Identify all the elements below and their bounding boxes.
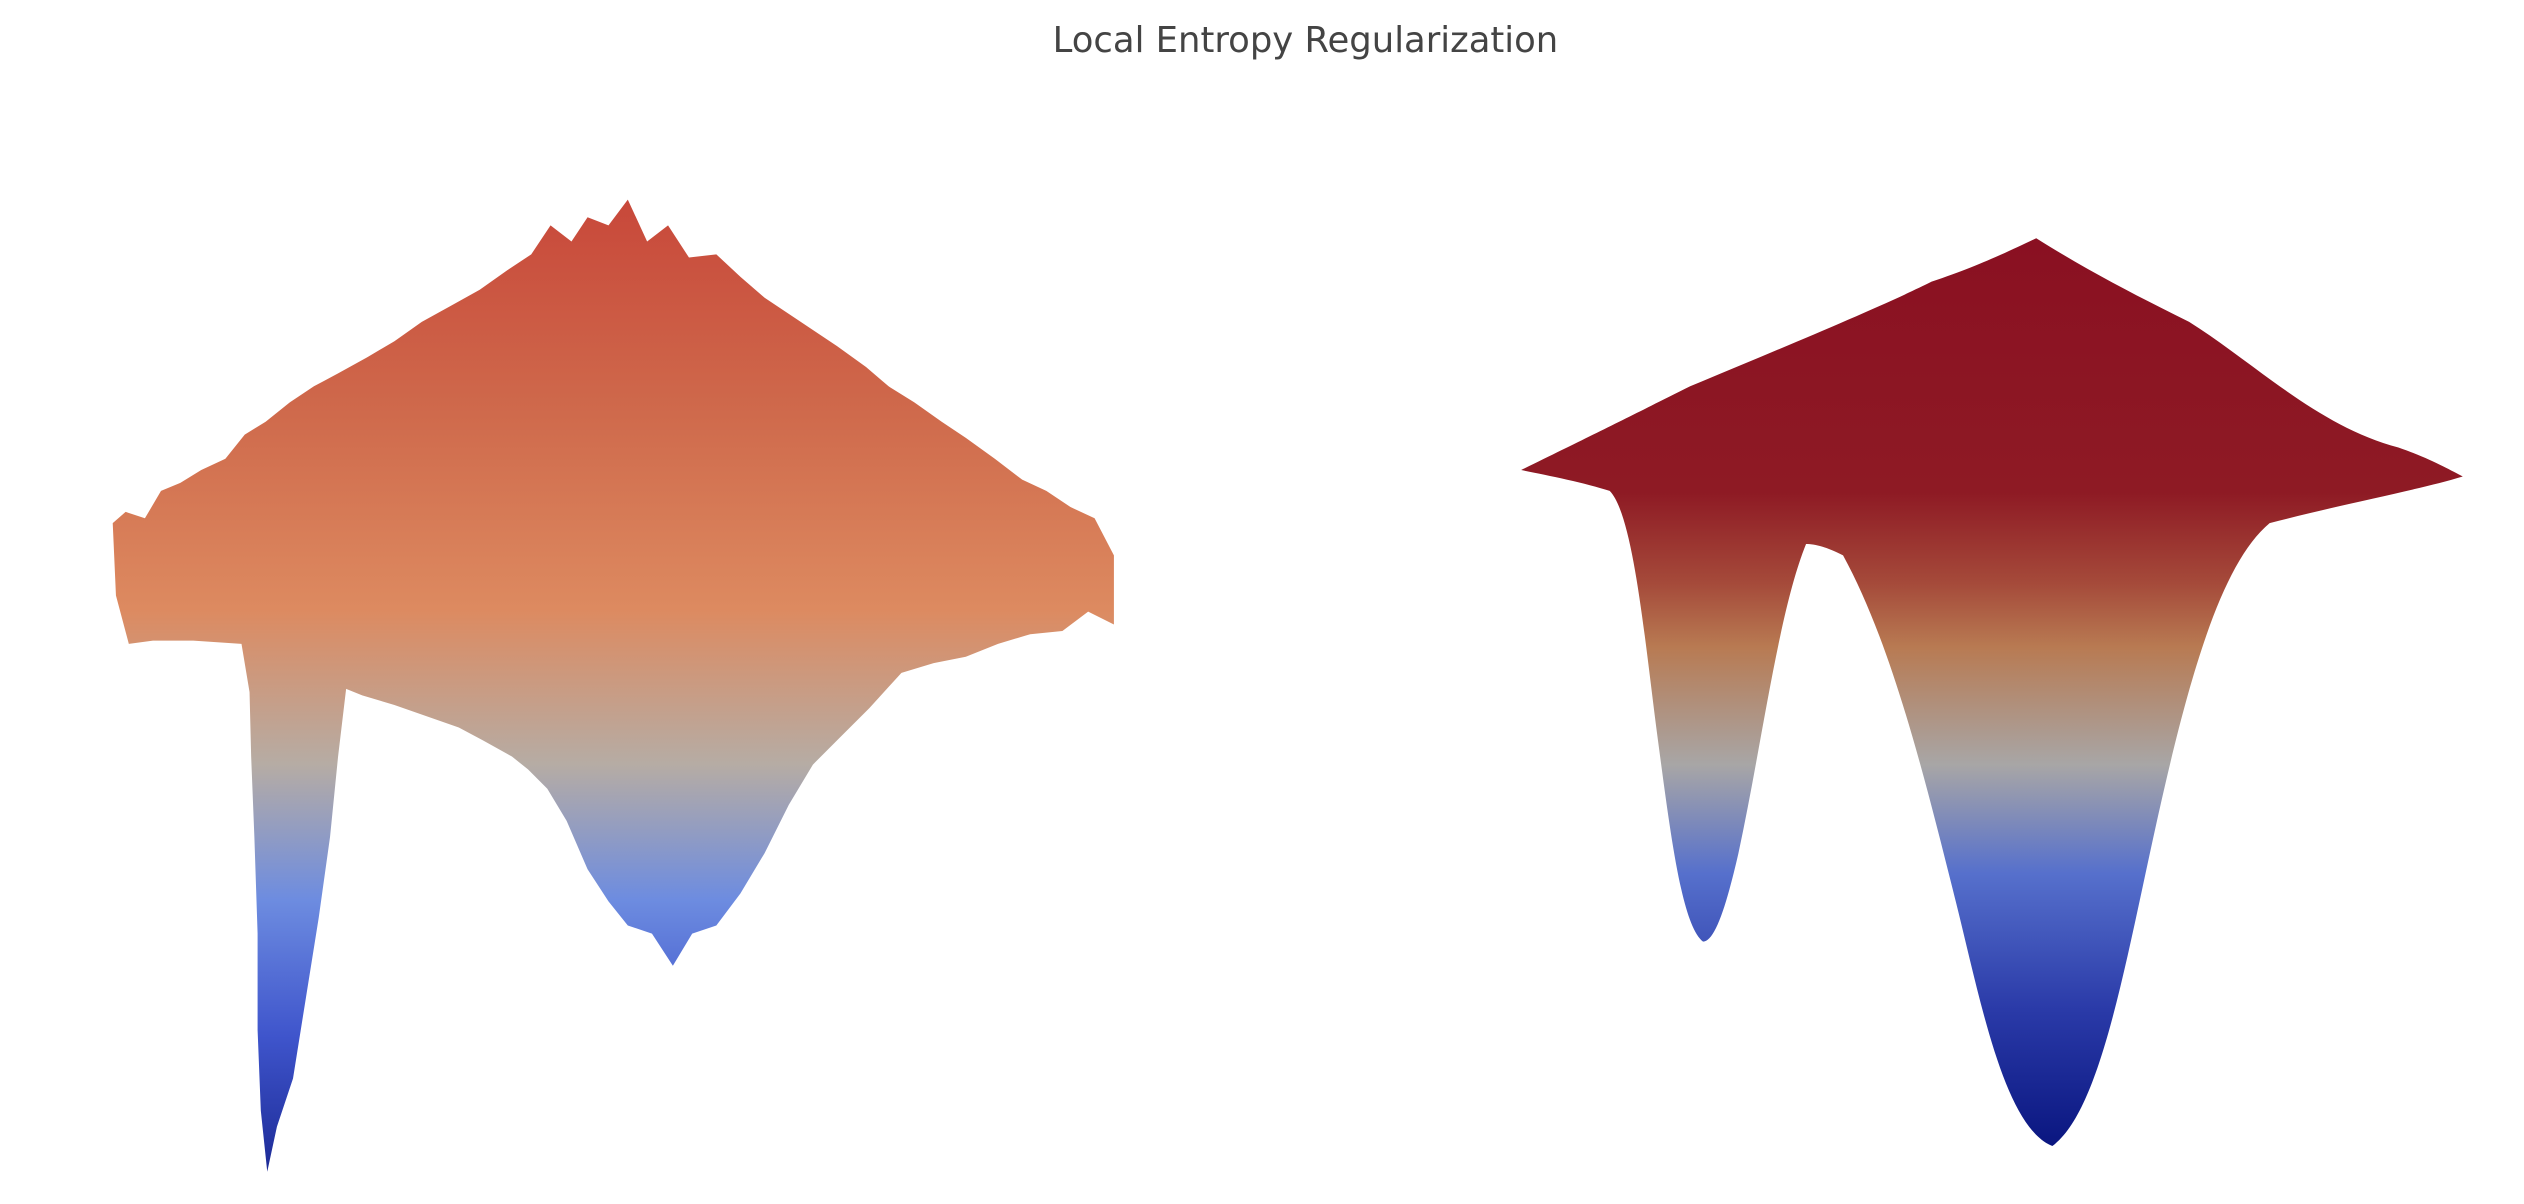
chart-title: Local Entropy Regularization — [1053, 20, 1559, 61]
surface-right — [1521, 238, 2463, 1147]
surface-left — [112, 199, 1114, 1172]
